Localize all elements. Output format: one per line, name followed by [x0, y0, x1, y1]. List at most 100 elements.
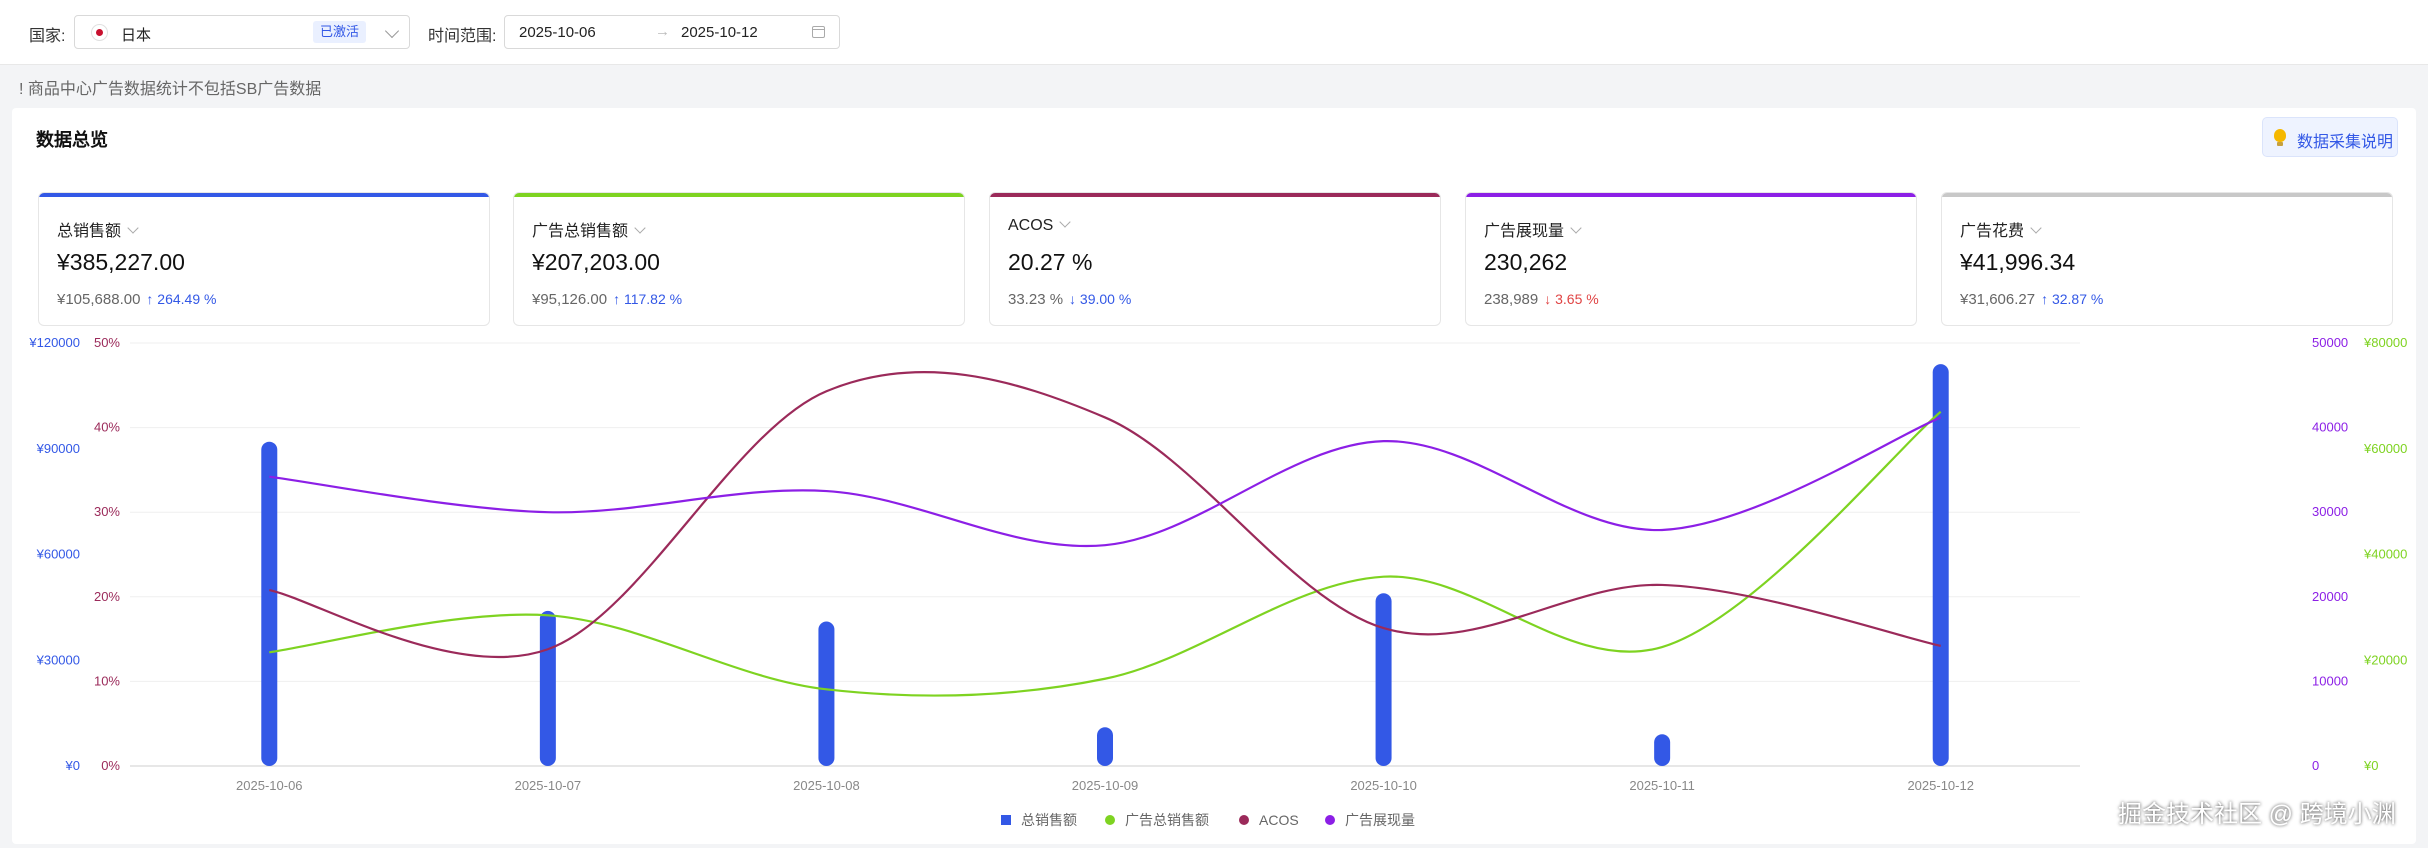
metric-card-impressions[interactable]: 广告展现量 230,262 238,989 ↓ 3.65 %: [1465, 192, 1917, 326]
y-tick-sales: ¥60000: [36, 547, 80, 562]
metric-title-wrap: 广告总销售额: [532, 217, 646, 241]
y-tick-impressions: 10000: [2312, 673, 2348, 688]
metric-value: ¥207,203.00: [532, 249, 660, 275]
bar-total-sales: [818, 621, 835, 766]
metric-prev: ¥95,126.00: [532, 291, 608, 308]
arrow-right-icon: →: [655, 23, 670, 40]
date-start[interactable]: 2025-10-06: [519, 24, 596, 41]
y-tick-impressions: 0: [2312, 758, 2319, 773]
country-value: 日本: [121, 27, 152, 44]
x-tick-label: 2025-10-10: [1350, 778, 1417, 793]
bar-total-sales: [1097, 727, 1113, 766]
card-accent-bar: [1466, 193, 1916, 197]
metric-change: ↑ 264.49 %: [146, 291, 217, 307]
bar-total-sales: [1375, 593, 1392, 766]
y-tick-impressions: 50000: [2312, 335, 2348, 350]
status-badge: 已激活: [313, 21, 367, 43]
metric-change: ↓ 39.00 %: [1069, 291, 1132, 307]
metric-prev: ¥31,606.27: [1960, 291, 2036, 308]
overview-panel: 数据总览 数据采集说明 总销售额 ¥385,227.00 ¥105,688.00…: [12, 108, 2416, 844]
metric-value: ¥385,227.00: [57, 249, 185, 275]
card-accent-bar: [514, 193, 964, 197]
bar-total-sales: [1932, 364, 1949, 766]
calendar-icon: [812, 26, 825, 38]
metric-title-wrap: 广告花费: [1960, 217, 2042, 241]
metric-card-total-sales[interactable]: 总销售额 ¥385,227.00 ¥105,688.00 ↑ 264.49 %: [38, 192, 490, 326]
x-tick-label: 2025-10-06: [236, 778, 303, 793]
y-tick-ad-sales: ¥60000: [2363, 441, 2407, 456]
x-tick-label: 2025-10-09: [1072, 778, 1139, 793]
metric-card-ad-spend[interactable]: 广告花费 ¥41,996.34 ¥31,606.27 ↑ 32.87 %: [1941, 192, 2393, 326]
y-tick-impressions: 30000: [2312, 504, 2348, 519]
help-button-label: 数据采集说明: [2297, 134, 2394, 151]
legend-marker: [1239, 815, 1249, 825]
metric-value: ¥41,996.34: [1960, 249, 2076, 275]
line-acos: [269, 370, 1941, 659]
metric-compare: ¥31,606.27 ↑ 32.87 %: [1960, 291, 2103, 308]
data-collection-help-button[interactable]: 数据采集说明: [2262, 117, 2398, 157]
metric-title-wrap: 广告展现量: [1484, 217, 1582, 241]
metric-prev: 33.23 %: [1008, 291, 1064, 308]
legend-marker: [1325, 815, 1335, 825]
y-tick-acos: 30%: [94, 504, 120, 519]
y-tick-ad-sales: ¥40000: [2363, 547, 2407, 562]
notice-text: ! 商品中心广告数据统计不包括SB广告数据: [19, 81, 322, 98]
y-tick-impressions: 20000: [2312, 589, 2348, 604]
bar-total-sales: [261, 441, 278, 766]
metric-card-acos[interactable]: ACOS 20.27 % 33.23 % ↓ 39.00 %: [989, 192, 1441, 326]
date-end[interactable]: 2025-10-12: [681, 24, 758, 41]
date-range-label: 时间范围:: [428, 28, 497, 45]
line-impressions: [269, 416, 1942, 548]
y-tick-ad-sales: ¥80000: [2363, 335, 2407, 350]
y-tick-acos: 20%: [94, 589, 120, 604]
metric-value: 20.27 %: [1008, 249, 1093, 275]
metric-card-ad-sales[interactable]: 广告总销售额 ¥207,203.00 ¥95,126.00 ↑ 117.82 %: [513, 192, 965, 326]
y-tick-acos: 10%: [94, 673, 120, 688]
y-tick-sales: ¥120000: [28, 335, 80, 350]
y-tick-impressions: 40000: [2312, 420, 2348, 435]
metric-prev: ¥105,688.00: [57, 291, 141, 308]
date-range-picker[interactable]: 2025-10-06 → 2025-10-12: [504, 15, 840, 49]
metric-title-wrap: 总销售额: [57, 217, 139, 241]
metric-title-wrap: ACOS: [1008, 216, 1072, 235]
metric-title: ACOS: [1008, 217, 1054, 234]
x-tick-label: 2025-10-12: [1907, 778, 1974, 793]
metric-prev: 238,989: [1484, 291, 1539, 308]
metric-title: 总销售额: [57, 223, 122, 240]
legend-marker: [1001, 815, 1011, 825]
filter-bar: 国家: 日本 已激活 时间范围: 2025-10-06 → 2025-10-12: [0, 0, 2428, 65]
card-accent-bar: [1942, 193, 2392, 197]
metric-change: ↑ 117.82 %: [613, 291, 683, 307]
japan-flag-icon: [91, 24, 108, 41]
y-tick-acos: 40%: [94, 420, 120, 435]
bar-total-sales: [1654, 734, 1671, 766]
metric-compare: ¥105,688.00 ↑ 264.49 %: [57, 291, 216, 308]
legend-label: 广告展现量: [1345, 812, 1415, 828]
card-accent-bar: [990, 193, 1440, 197]
line-ad-sales: [269, 410, 1942, 697]
y-tick-ad-sales: ¥20000: [2363, 652, 2407, 667]
y-tick-acos: 50%: [94, 335, 120, 350]
x-tick-label: 2025-10-08: [793, 778, 860, 793]
watermark: 掘金技术社区 @ 跨境小渊: [2118, 801, 2396, 828]
metric-compare: 33.23 % ↓ 39.00 %: [1008, 291, 1131, 308]
metric-compare: 238,989 ↓ 3.65 %: [1484, 291, 1599, 308]
panel-title: 数据总览: [36, 130, 108, 150]
card-accent-bar: [39, 193, 489, 197]
lightbulb-icon: [2274, 129, 2286, 146]
legend-label: 广告总销售额: [1125, 812, 1209, 828]
metric-value: 230,262: [1484, 249, 1568, 275]
country-label: 国家:: [29, 28, 66, 45]
y-tick-sales: ¥0: [65, 758, 80, 773]
metric-compare: ¥95,126.00 ↑ 117.82 %: [532, 291, 682, 308]
metric-title: 广告总销售额: [532, 223, 629, 240]
legend-label: ACOS: [1259, 812, 1299, 828]
metric-title: 广告展现量: [1484, 223, 1565, 240]
metric-change: ↑ 32.87 %: [2041, 291, 2104, 307]
x-tick-label: 2025-10-07: [515, 778, 582, 793]
metric-change: ↓ 3.65 %: [1544, 291, 1599, 307]
country-select[interactable]: 日本 已激活: [74, 15, 410, 49]
legend-marker: [1105, 815, 1115, 825]
y-tick-sales: ¥30000: [36, 652, 80, 667]
